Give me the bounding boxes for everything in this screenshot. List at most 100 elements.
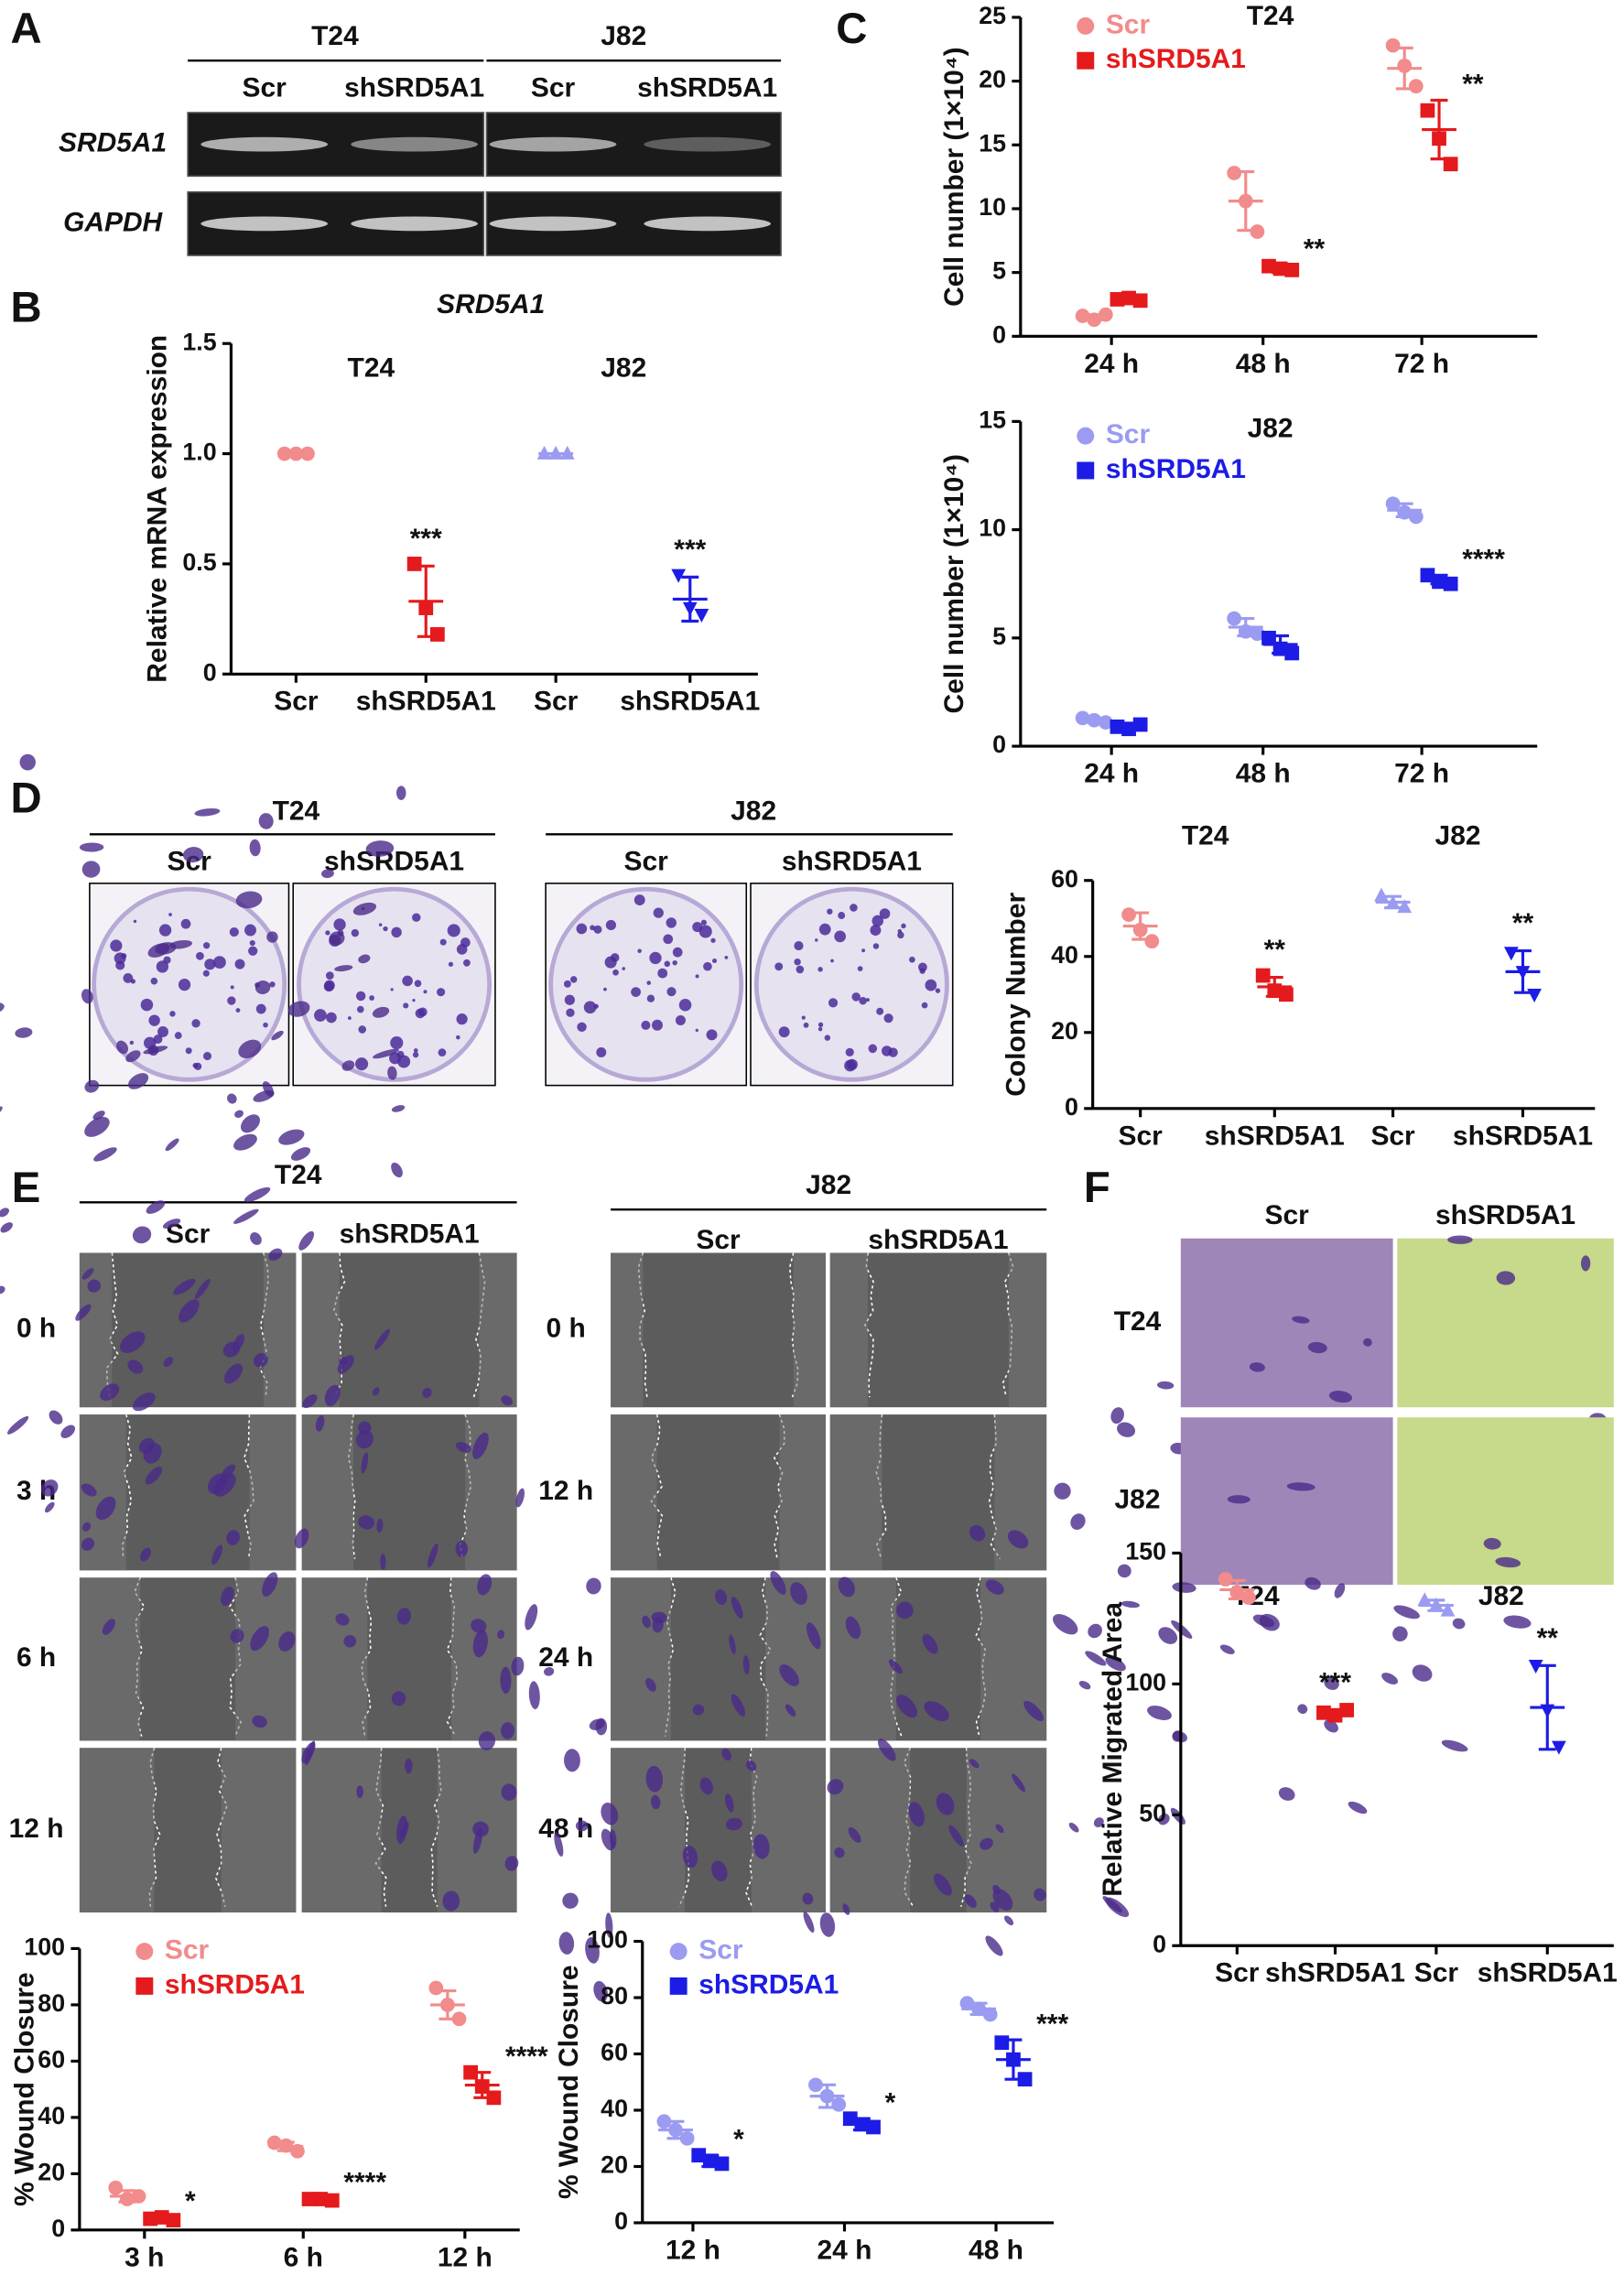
band — [644, 136, 772, 152]
cell — [179, 1299, 200, 1323]
colony — [249, 939, 255, 947]
cell — [60, 1425, 76, 1438]
x-tick-label: 24 h — [817, 2235, 872, 2265]
cell — [1496, 1271, 1516, 1285]
cell — [1078, 1680, 1091, 1690]
cell — [1393, 1605, 1420, 1620]
y-tick-label: 0 — [992, 320, 1006, 348]
cell — [84, 1116, 110, 1137]
colony — [263, 1022, 268, 1028]
panel-letter: D — [10, 775, 41, 823]
cell — [250, 1232, 262, 1245]
colony — [314, 1009, 327, 1022]
colony — [158, 924, 172, 937]
label: shSRD5A1 — [340, 1219, 480, 1249]
cell — [442, 1890, 460, 1912]
cell-layer — [829, 1414, 882, 1571]
colony — [879, 908, 891, 919]
cell-layer — [751, 1748, 826, 1913]
cell — [455, 1442, 471, 1453]
data-point — [1272, 261, 1288, 276]
colony — [244, 924, 256, 937]
colony — [456, 1035, 460, 1040]
cell — [525, 1604, 538, 1630]
colony — [576, 923, 588, 935]
x-tick-label: 24 h — [1084, 349, 1139, 379]
label: shSRD5A1 — [1435, 1200, 1575, 1230]
colony — [921, 1002, 928, 1009]
cell — [182, 847, 204, 863]
cell — [731, 1694, 746, 1717]
colony — [827, 908, 833, 915]
cell — [233, 1133, 257, 1151]
colony — [935, 988, 941, 993]
legend-marker — [135, 1943, 154, 1961]
cell — [374, 1328, 391, 1350]
cell — [287, 1001, 310, 1017]
colony — [564, 994, 575, 1005]
wound-edge — [332, 1252, 346, 1398]
cell — [102, 1619, 115, 1635]
data-point — [428, 1980, 444, 1996]
cell — [352, 902, 377, 915]
cell — [324, 1384, 341, 1407]
cell — [163, 1357, 174, 1368]
colony — [437, 988, 446, 997]
cell — [501, 1395, 514, 1406]
cell — [650, 1794, 661, 1810]
cell — [0, 1222, 13, 1233]
data-point — [486, 2090, 502, 2106]
cell — [335, 1613, 350, 1626]
cell — [585, 1937, 600, 1964]
x-tick-label: shSRD5A1 — [356, 687, 496, 717]
colony — [438, 1048, 447, 1057]
data-point — [1279, 987, 1294, 1002]
x-tick-label: Scr — [1215, 1958, 1260, 1988]
transwell-image — [1397, 1238, 1614, 1408]
x-tick-label: 6 h — [284, 2242, 323, 2270]
cell — [391, 1691, 406, 1706]
legend-marker — [1077, 461, 1095, 480]
colony — [834, 930, 846, 943]
data-point — [1132, 922, 1148, 937]
cell — [896, 1695, 917, 1718]
data-point — [559, 445, 575, 460]
cell — [343, 1635, 357, 1648]
x-tick-label: 72 h — [1394, 349, 1449, 379]
cell — [87, 1279, 102, 1293]
colony — [255, 1003, 266, 1014]
cell-layer — [829, 1252, 869, 1408]
cell — [790, 1582, 807, 1605]
data-point — [1227, 611, 1242, 626]
cell — [422, 1387, 432, 1399]
data-point — [429, 627, 445, 642]
colony — [596, 1046, 607, 1057]
chart-title: J82 — [1248, 414, 1294, 444]
data-point — [154, 2210, 169, 2225]
x-tick-label: shSRD5A1 — [1265, 1958, 1405, 1988]
cell — [132, 1392, 156, 1412]
data-point — [548, 445, 564, 460]
y-axis-label: Cell number (1×10⁴) — [939, 47, 969, 306]
label: T24 — [275, 1160, 322, 1190]
colony — [803, 1022, 809, 1028]
cell — [372, 1387, 380, 1396]
data-point — [301, 2192, 317, 2206]
y-tick-label: 25 — [979, 2, 1006, 29]
colony — [121, 953, 127, 959]
legend-label: shSRD5A1 — [165, 1969, 305, 1999]
colony — [876, 1007, 884, 1015]
data-point — [1420, 103, 1435, 118]
colony — [212, 956, 226, 970]
cell — [165, 1138, 179, 1152]
cell — [254, 980, 271, 994]
colony — [695, 1028, 698, 1033]
colony — [653, 907, 664, 918]
colony — [326, 1012, 337, 1024]
colony — [868, 1044, 878, 1054]
colony — [185, 1047, 192, 1055]
data-point — [1087, 312, 1102, 328]
data-point — [842, 2111, 858, 2127]
